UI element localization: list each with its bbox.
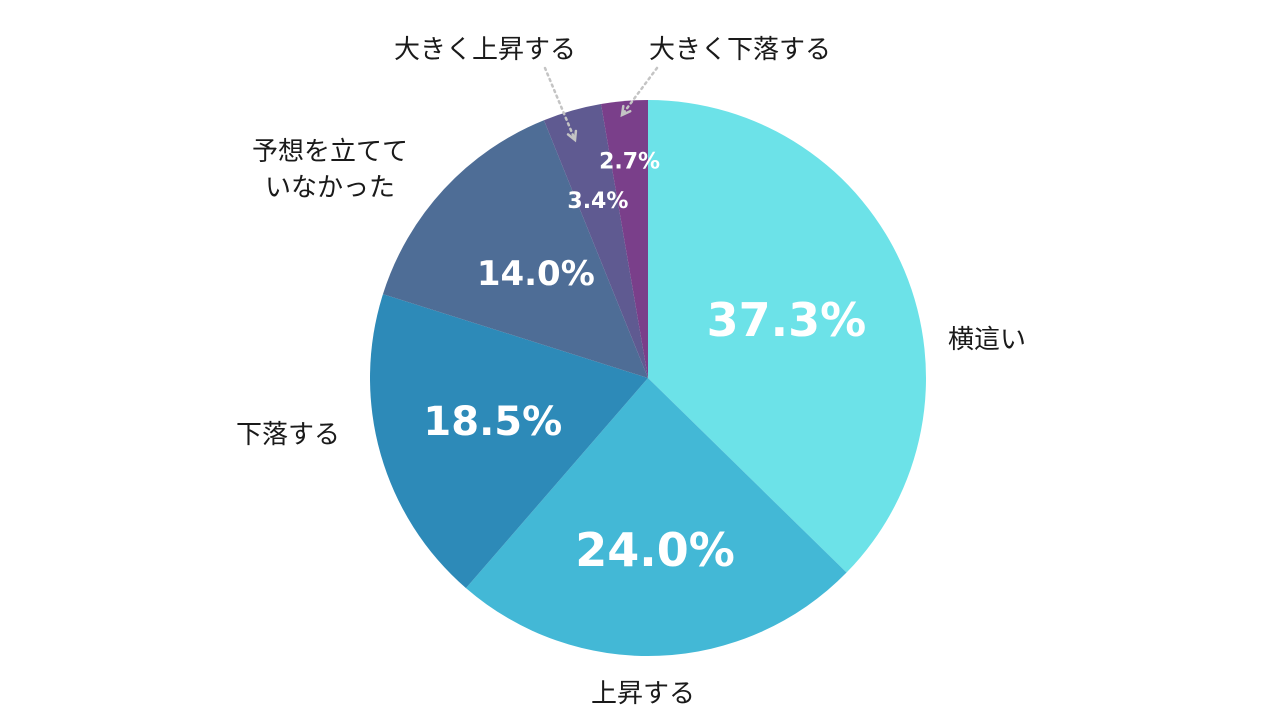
category-label-line: いなかった bbox=[265, 173, 395, 203]
slice-value-label: 37.3% bbox=[707, 293, 867, 347]
slice-value-label: 14.0% bbox=[477, 254, 595, 294]
pie-slice bbox=[382, 120, 648, 379]
leader-lines-group bbox=[543, 66, 659, 143]
leader-arrowhead bbox=[620, 104, 632, 118]
slice-category-label: 大きく下落する bbox=[649, 35, 831, 65]
leader-line bbox=[543, 66, 577, 142]
category-label-line: 横這い bbox=[948, 325, 1026, 355]
slice-category-label: 予想を立てていなかった bbox=[252, 137, 408, 203]
category-label-line: 下落する bbox=[236, 420, 340, 450]
category-label-line: 予想を立てて bbox=[252, 137, 408, 167]
value-labels-group: 37.3% 24.0% 18.5% 14.0% 3.4% 2.7% bbox=[423, 149, 866, 577]
category-label-line: 上昇する bbox=[591, 679, 695, 709]
pie-slice bbox=[648, 100, 926, 573]
slice-value-label: 2.7% bbox=[599, 149, 660, 174]
pie-slice bbox=[370, 294, 648, 589]
slice-category-label: 大きく上昇する bbox=[394, 35, 576, 65]
slice-category-label: 上昇する bbox=[591, 679, 695, 709]
leader-arrowhead bbox=[566, 129, 578, 143]
pie-slice bbox=[601, 100, 648, 378]
pie-slice bbox=[543, 104, 648, 378]
leader-line bbox=[620, 66, 659, 117]
category-label-line: 大きく下落する bbox=[649, 35, 831, 65]
slice-value-label: 18.5% bbox=[423, 399, 562, 445]
pie-slice bbox=[465, 378, 847, 656]
slice-value-label: 24.0% bbox=[575, 523, 735, 577]
slice-value-label: 3.4% bbox=[567, 189, 628, 214]
slices-group bbox=[370, 100, 926, 656]
category-label-line: 大きく上昇する bbox=[394, 35, 576, 65]
slice-category-label: 横這い bbox=[948, 325, 1026, 355]
slice-category-label: 下落する bbox=[236, 420, 340, 450]
